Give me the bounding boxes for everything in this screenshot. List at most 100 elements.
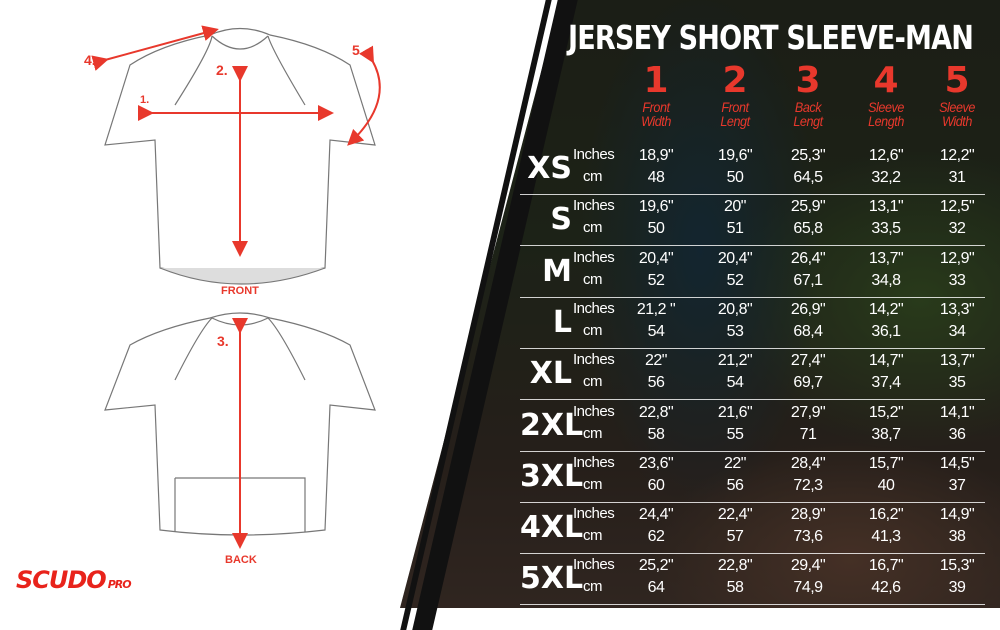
- column-label: Sleeve: [868, 99, 904, 115]
- cm-value: 64,5: [793, 169, 823, 186]
- cm-value: 34: [948, 322, 966, 340]
- unit-inches: Inches: [573, 402, 615, 420]
- unit-inches: Inches: [573, 197, 615, 215]
- cm-value: 40: [877, 476, 895, 494]
- inches-value: 18,9": [638, 147, 674, 164]
- inches-value: 25,2": [638, 557, 674, 575]
- marker-2: 2.: [216, 62, 228, 78]
- inches-value: 16,2": [868, 506, 904, 524]
- size-label: 4XL: [520, 510, 584, 546]
- column-header: 1 Front Width: [616, 60, 696, 129]
- size-row: 4XL Inches cm 24,4" 62 22,4" 57 28,9" 73,6 16,2…: [520, 503, 985, 555]
- inches-value: 20": [724, 198, 746, 216]
- cm-value: 65,8: [793, 220, 823, 238]
- cm-value: 42,6: [871, 579, 901, 597]
- inches-value: 25,3": [790, 147, 826, 164]
- inches-value: 28,9": [790, 506, 826, 524]
- size-label: S: [550, 202, 572, 238]
- inches-value: 27,4": [790, 352, 826, 370]
- size-label: M: [542, 253, 572, 289]
- cm-value: 64: [647, 579, 665, 597]
- cm-value: 67,1: [793, 271, 823, 289]
- column-header: 2 Front Lengt: [695, 60, 775, 129]
- inches-value: 15,2": [868, 403, 904, 421]
- cm-value: 38: [948, 528, 966, 546]
- inches-value: 20,4": [638, 249, 674, 267]
- inches-value: 12,6": [868, 147, 904, 164]
- cm-value: 68,4: [793, 322, 823, 340]
- cm-value: 56: [726, 476, 744, 494]
- cm-value: 58: [726, 579, 744, 597]
- size-row: L Inches cm 21,2 " 54 20,8" 53 26,9" 68,4 14,2"…: [520, 298, 985, 349]
- size-row: S Inches cm 19,6" 50 20" 51 25,9" 65,8 13,1" 33,…: [520, 195, 985, 247]
- size-label: XS: [527, 151, 572, 186]
- cm-value: 31: [948, 169, 966, 186]
- inches-value: 15,7": [868, 454, 904, 472]
- cm-value: 34,8: [871, 271, 901, 289]
- inches-value: 13,7": [868, 249, 904, 267]
- cm-value: 57: [726, 528, 744, 546]
- inches-value: 13,1": [868, 198, 904, 216]
- unit-cm: cm: [583, 168, 603, 185]
- column-label: Width: [942, 113, 972, 129]
- inches-value: 24,4": [638, 506, 674, 524]
- size-label: 2XL: [520, 407, 584, 443]
- column-label: Back: [794, 99, 822, 115]
- marker-3: 3.: [217, 333, 229, 349]
- unit-inches: Inches: [573, 351, 615, 369]
- jersey-diagrams: [91, 25, 381, 549]
- unit-cm: cm: [583, 321, 603, 339]
- column-label: Lengt: [793, 113, 823, 129]
- inches-value: 23,6": [638, 454, 674, 472]
- cm-value: 69,7: [793, 374, 823, 392]
- column-label: Front: [642, 99, 670, 115]
- cm-value: 53: [726, 322, 744, 340]
- unit-cm: cm: [583, 270, 603, 288]
- unit-cm: cm: [583, 578, 603, 596]
- inches-value: 14,9": [939, 506, 975, 524]
- cm-value: 74,9: [793, 579, 823, 597]
- unit-cm: cm: [583, 475, 603, 493]
- column-number: 2: [722, 60, 748, 101]
- column-label: Length: [868, 113, 904, 129]
- cm-value: 48: [647, 169, 665, 186]
- size-row: XS Inches cm 18,9" 48 19,6" 50 25,3" 64,5 12,6"…: [520, 144, 985, 195]
- cm-value: 55: [726, 425, 744, 443]
- inches-value: 15,3": [939, 557, 975, 575]
- inches-value: 26,4": [790, 249, 826, 267]
- inches-value: 22,8": [638, 403, 674, 421]
- inches-value: 25,9": [790, 198, 826, 216]
- cm-value: 54: [647, 322, 665, 340]
- unit-cm: cm: [583, 424, 603, 442]
- inches-value: 29,4": [790, 557, 826, 575]
- cm-value: 72,3: [793, 476, 823, 494]
- column-number: 1: [643, 60, 669, 101]
- cm-value: 71: [799, 425, 817, 443]
- cm-value: 50: [726, 169, 744, 186]
- cm-value: 36,1: [871, 322, 901, 340]
- column-header: 3 Back Lengt: [768, 60, 848, 129]
- inches-value: 13,7": [939, 352, 975, 370]
- scudo-pro-logo: SCUDO PRO: [16, 566, 132, 594]
- inches-value: 14,7": [868, 352, 904, 370]
- inches-value: 21,2": [717, 352, 753, 370]
- unit-cm: cm: [583, 219, 603, 237]
- column-number: 5: [944, 60, 970, 101]
- unit-inches: Inches: [573, 556, 615, 574]
- size-label: XL: [529, 356, 572, 392]
- unit-inches: Inches: [573, 248, 615, 266]
- inches-value: 14,2": [868, 300, 904, 318]
- cm-value: 32: [948, 220, 966, 238]
- inches-value: 12,2": [939, 147, 975, 164]
- size-row: 3XL Inches cm 23,6" 60 22" 56 28,4" 72,3 15,7" 4…: [520, 452, 985, 503]
- cm-value: 60: [647, 476, 665, 494]
- inches-value: 21,6": [717, 403, 753, 421]
- inches-value: 12,5": [939, 198, 975, 216]
- cm-value: 32,2: [871, 169, 901, 186]
- cm-value: 52: [726, 271, 744, 289]
- inches-value: 12,9": [939, 249, 975, 267]
- cm-value: 62: [647, 528, 665, 546]
- column-number: 3: [795, 60, 821, 101]
- inches-value: 16,7": [868, 557, 904, 575]
- cm-value: 41,3: [871, 528, 901, 546]
